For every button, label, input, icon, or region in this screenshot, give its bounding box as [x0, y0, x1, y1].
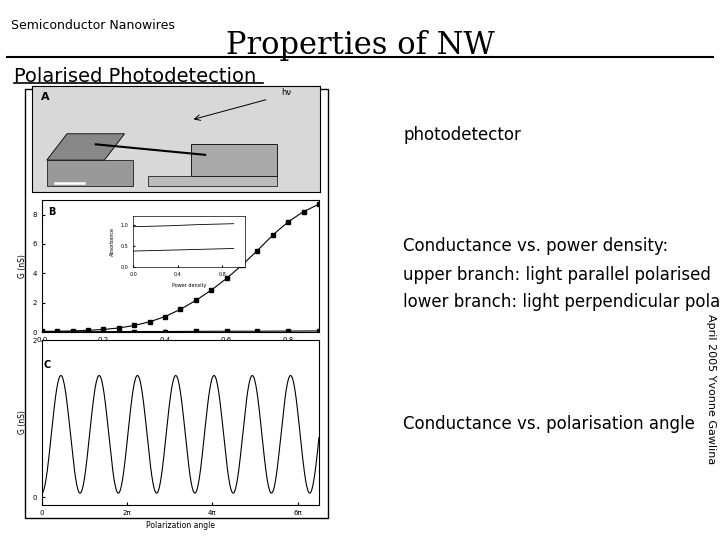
Text: A: A: [41, 92, 50, 102]
Polygon shape: [148, 176, 277, 186]
Y-axis label: G (nS): G (nS): [18, 254, 27, 278]
X-axis label: Power density (kW/cm$^2$): Power density (kW/cm$^2$): [134, 348, 227, 363]
Text: Properties of NW: Properties of NW: [225, 30, 495, 60]
Text: Conductance vs. power density:: Conductance vs. power density:: [403, 237, 668, 255]
X-axis label: Polarization angle: Polarization angle: [146, 521, 215, 530]
Text: Conductance vs. polarisation angle: Conductance vs. polarisation angle: [403, 415, 695, 433]
Bar: [25, 89, 328, 518]
Text: lower branch: light perpendicular polarised: lower branch: light perpendicular polari…: [403, 293, 720, 312]
X-axis label: Power density: Power density: [172, 283, 206, 288]
Polygon shape: [191, 144, 277, 176]
Text: hν: hν: [281, 88, 291, 97]
Text: Semiconductor Nanowires: Semiconductor Nanowires: [11, 19, 175, 32]
Text: B: B: [48, 207, 55, 217]
Text: Polarised Photodetection: Polarised Photodetection: [14, 68, 256, 86]
Text: upper branch: light parallel polarised: upper branch: light parallel polarised: [403, 266, 711, 285]
Y-axis label: Absorbance: Absorbance: [110, 227, 115, 256]
Y-axis label: G (nS): G (nS): [18, 410, 27, 435]
Polygon shape: [47, 134, 125, 160]
Text: C: C: [44, 360, 51, 370]
Text: April 2005 Yvonne Gawlina: April 2005 Yvonne Gawlina: [706, 314, 716, 464]
Polygon shape: [47, 160, 133, 186]
Text: photodetector: photodetector: [403, 126, 521, 144]
